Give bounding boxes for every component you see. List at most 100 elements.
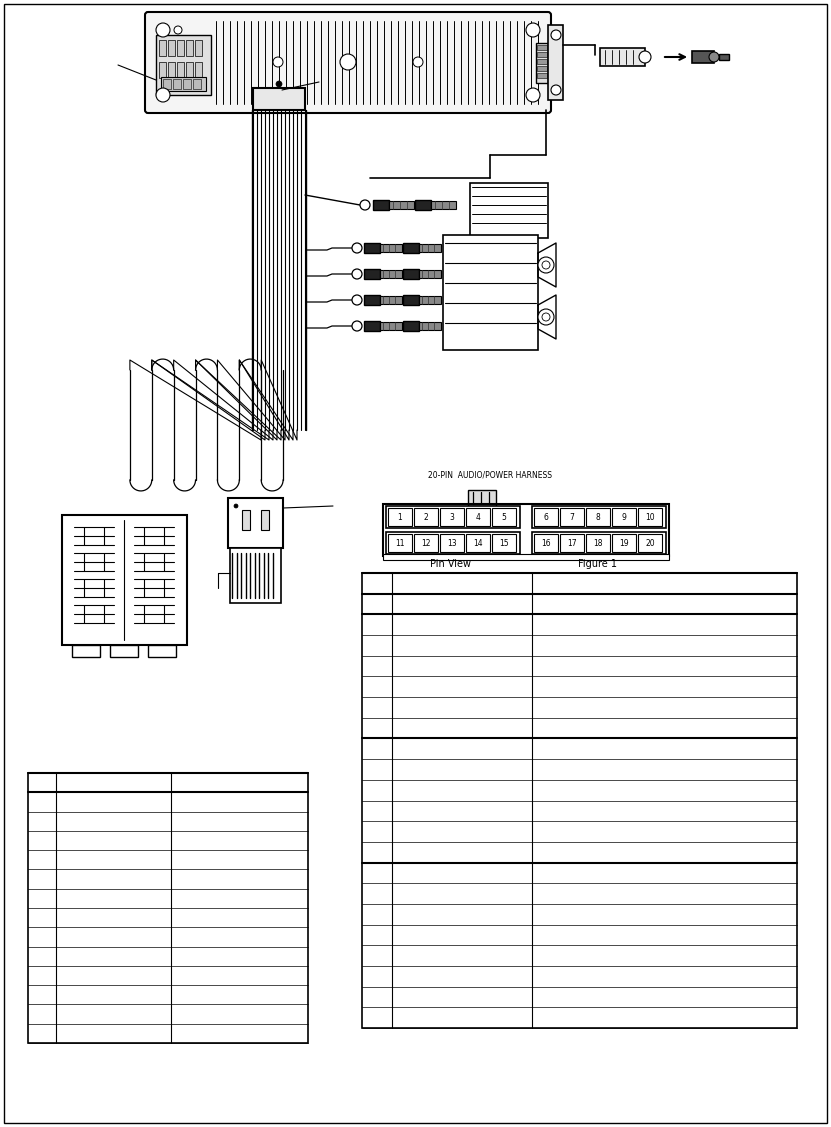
Bar — [537, 45, 547, 50]
Bar — [186, 62, 193, 78]
Bar — [386, 506, 520, 529]
Circle shape — [526, 88, 540, 103]
Text: Pin View: Pin View — [430, 559, 471, 569]
Bar — [537, 73, 547, 78]
Bar — [159, 62, 166, 78]
Text: 17: 17 — [568, 539, 577, 548]
Bar — [586, 508, 610, 526]
Bar — [183, 79, 191, 89]
Circle shape — [352, 269, 362, 279]
Text: 16: 16 — [541, 539, 551, 548]
Text: 4: 4 — [475, 513, 480, 522]
Bar — [403, 243, 419, 252]
Text: 15: 15 — [499, 539, 509, 548]
FancyBboxPatch shape — [145, 12, 551, 113]
Bar — [534, 508, 558, 526]
Text: 18: 18 — [593, 539, 602, 548]
Bar — [373, 199, 389, 210]
Bar — [414, 508, 438, 526]
Text: 19: 19 — [619, 539, 629, 548]
Bar — [380, 322, 402, 330]
Bar — [383, 554, 669, 560]
Bar — [168, 62, 175, 78]
Bar — [548, 25, 563, 100]
Bar — [612, 508, 636, 526]
Circle shape — [352, 243, 362, 252]
Circle shape — [156, 88, 170, 103]
Bar — [492, 508, 516, 526]
Text: 20: 20 — [645, 539, 655, 548]
Text: 14: 14 — [473, 539, 483, 548]
Bar — [386, 532, 520, 554]
Circle shape — [360, 199, 370, 210]
Bar — [380, 270, 402, 278]
Bar — [419, 270, 441, 278]
Circle shape — [352, 321, 362, 331]
Bar — [536, 43, 548, 83]
Circle shape — [413, 57, 423, 66]
Circle shape — [551, 85, 561, 95]
Circle shape — [234, 504, 238, 508]
Text: 1: 1 — [397, 513, 402, 522]
Bar — [193, 79, 201, 89]
Bar — [638, 534, 662, 552]
Bar — [195, 62, 202, 78]
Bar — [468, 490, 496, 506]
Circle shape — [538, 257, 554, 273]
Circle shape — [542, 261, 550, 269]
Bar — [168, 39, 175, 56]
Bar — [364, 269, 380, 279]
Bar — [261, 511, 269, 530]
Text: 11: 11 — [396, 539, 405, 548]
Bar — [364, 321, 380, 331]
Bar — [414, 534, 438, 552]
Bar — [466, 508, 490, 526]
Bar — [230, 548, 281, 603]
Text: 12: 12 — [421, 539, 430, 548]
Text: 10: 10 — [645, 513, 655, 522]
Bar — [560, 508, 584, 526]
Bar — [466, 534, 490, 552]
Circle shape — [276, 81, 282, 87]
Bar — [612, 534, 636, 552]
Circle shape — [273, 57, 283, 66]
Bar — [242, 511, 250, 530]
Bar — [586, 534, 610, 552]
Bar — [719, 54, 729, 60]
Bar — [253, 88, 305, 110]
Bar — [638, 508, 662, 526]
Circle shape — [709, 52, 719, 62]
Bar — [362, 573, 797, 1028]
Bar — [364, 295, 380, 305]
Bar — [156, 35, 211, 95]
Bar — [440, 508, 464, 526]
Bar — [403, 269, 419, 279]
Text: 5: 5 — [502, 513, 506, 522]
Circle shape — [639, 51, 651, 63]
Bar — [177, 39, 184, 56]
Circle shape — [156, 23, 170, 37]
Bar — [492, 534, 516, 552]
Circle shape — [174, 26, 182, 34]
Bar — [380, 296, 402, 304]
Bar — [173, 79, 181, 89]
Circle shape — [538, 309, 554, 325]
Bar — [600, 48, 645, 66]
Text: 8: 8 — [596, 513, 600, 522]
Bar — [470, 183, 548, 238]
Text: Figure 1: Figure 1 — [578, 559, 617, 569]
Bar — [560, 534, 584, 552]
Text: 13: 13 — [447, 539, 457, 548]
Text: 9: 9 — [622, 513, 627, 522]
Circle shape — [352, 295, 362, 305]
Bar — [148, 645, 176, 657]
Text: 7: 7 — [569, 513, 574, 522]
Circle shape — [526, 23, 540, 37]
Bar — [403, 321, 419, 331]
Circle shape — [551, 30, 561, 39]
Bar — [532, 506, 666, 529]
Bar — [228, 498, 283, 548]
Bar — [419, 322, 441, 330]
Bar — [534, 534, 558, 552]
Bar — [177, 62, 184, 78]
